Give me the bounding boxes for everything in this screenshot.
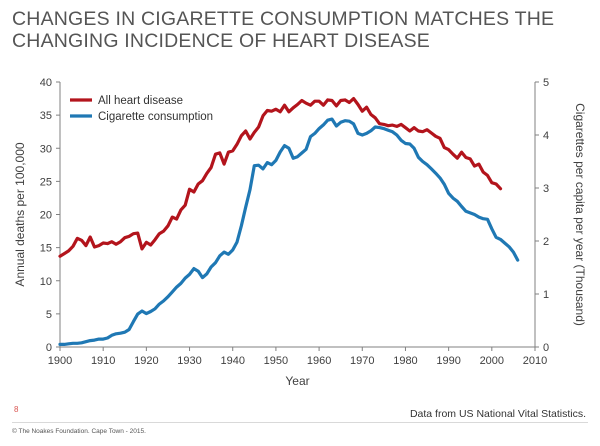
- chart-series-lines: [58, 96, 520, 346]
- y-tick-label-left: 10: [40, 276, 52, 288]
- x-tick-label: 1900: [48, 355, 72, 367]
- y-tick-label-left: 20: [40, 210, 52, 222]
- y-tick-label-left: 30: [40, 143, 52, 155]
- y-tick-label-left: 0: [46, 342, 52, 354]
- y-tick-label-left: 25: [40, 176, 52, 188]
- x-tick-label: 1920: [134, 355, 158, 367]
- slide-title-line-2: CHANGING INCIDENCE OF HEART DISEASE: [12, 30, 431, 52]
- x-tick-label: 1980: [393, 355, 417, 367]
- y-tick-label-right: 1: [543, 289, 549, 301]
- page-number: 8: [14, 405, 19, 414]
- x-tick-label: 1940: [220, 355, 244, 367]
- series-line-cigarette-consumption: [58, 117, 520, 346]
- y-tick-label-right: 5: [543, 77, 549, 89]
- x-tick-label: 1970: [350, 355, 374, 367]
- x-tick-label: 1990: [436, 355, 460, 367]
- y-axis-label-left: Annual deaths per 100,000: [13, 142, 27, 286]
- source-note: Data from US National Vital Statistics.: [409, 408, 586, 420]
- chart-legend: All heart disease Cigarette consumption: [70, 95, 213, 123]
- slide-title: CHANGES IN CIGARETTE CONSUMPTION MATCHES…: [12, 8, 592, 52]
- y-tick-label-left: 40: [40, 77, 52, 89]
- legend-label-cigarette-consumption: Cigarette consumption: [98, 111, 213, 123]
- series-line-heart-disease: [58, 96, 503, 258]
- slide-title-line-1: CHANGES IN CIGARETTE CONSUMPTION MATCHES…: [12, 8, 555, 30]
- footer-divider: [12, 422, 588, 423]
- dual-axis-line-chart: 0 5 10 15 20 25 30 35 40 0 1 2 3 4 5 1900 1910 1920 1930 19…: [13, 77, 587, 388]
- legend-label-heart-disease: All heart disease: [98, 95, 183, 107]
- y-tick-label-right: 2: [543, 236, 549, 248]
- y-tick-label-right: 4: [543, 130, 549, 142]
- chart-tick-labels: 0 5 10 15 20 25 30 35 40 0 1 2 3 4 5 1900 1910 1920 1930 19…: [40, 77, 549, 367]
- x-tick-label: 2000: [480, 355, 504, 367]
- y-tick-label-left: 15: [40, 243, 52, 255]
- x-tick-label: 1960: [307, 355, 331, 367]
- y-axis-label-right: Cigarettes per capita per year (Thousand…: [573, 103, 587, 326]
- x-axis-label: Year: [285, 374, 309, 388]
- y-tick-label-right: 0: [543, 342, 549, 354]
- y-tick-label-right: 3: [543, 183, 549, 195]
- x-tick-label: 2010: [523, 355, 547, 367]
- chart-axes: [56, 81, 539, 351]
- footer-copyright: © The Noakes Foundation. Cape Town - 201…: [12, 428, 146, 435]
- y-tick-label-left: 35: [40, 110, 52, 122]
- x-tick-label: 1950: [264, 355, 288, 367]
- x-tick-label: 1930: [177, 355, 201, 367]
- x-tick-label: 1910: [91, 355, 115, 367]
- y-tick-label-left: 5: [46, 309, 52, 321]
